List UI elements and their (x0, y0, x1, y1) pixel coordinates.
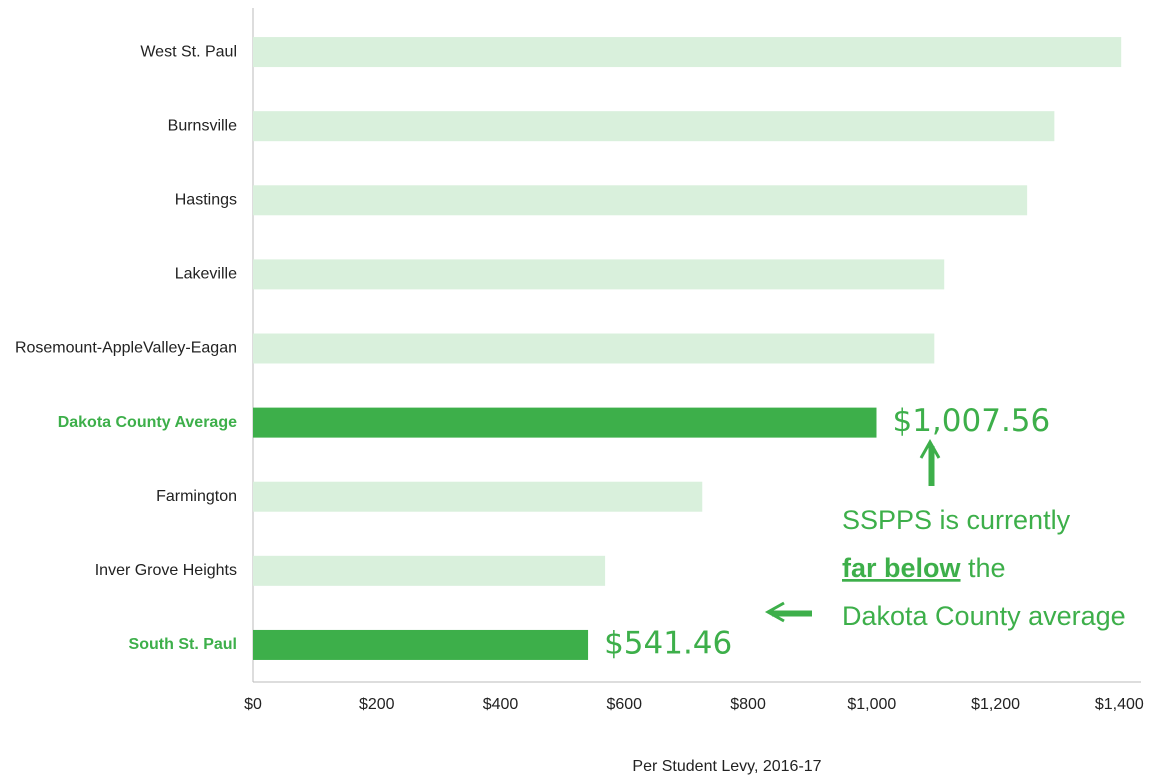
y-tick-label: Rosemount-AppleValley-Eagan (15, 340, 237, 357)
bar (253, 37, 1122, 68)
y-tick-label: Farmington (156, 488, 237, 505)
annotation: SSPPS is currently (842, 505, 1071, 535)
arrow-left (764, 601, 812, 623)
x-tick-label: $800 (730, 696, 766, 713)
annotation-bold: far below (842, 553, 962, 583)
x-tick-label: $0 (244, 696, 262, 713)
x-tick-label: $400 (483, 696, 519, 713)
bar (253, 481, 703, 512)
bar (253, 555, 606, 586)
bar (253, 259, 945, 290)
y-tick-label: Burnsville (168, 117, 237, 134)
bar (253, 407, 877, 438)
bar (253, 111, 1055, 142)
annotation: the (961, 553, 1006, 583)
annotation: Dakota County average (842, 601, 1126, 631)
bar (253, 185, 1028, 216)
x-tick-label: $1,200 (971, 696, 1020, 713)
x-tick-label: $1,400 (1095, 696, 1144, 713)
x-tick-label: $600 (606, 696, 642, 713)
x-tick-label: $200 (359, 696, 395, 713)
y-tick-label: Inver Grove Heights (95, 562, 237, 579)
arrow-up (919, 438, 941, 486)
y-tick-label: Hastings (175, 191, 237, 208)
y-tick-label: South St. Paul (129, 636, 237, 653)
y-tick-label: Dakota County Average (58, 414, 237, 431)
bar (253, 629, 589, 660)
y-tick-label: Lakeville (175, 266, 237, 283)
x-axis-label: Per Student Levy, 2016-17 (632, 758, 821, 775)
annotation: far below the (842, 553, 1006, 583)
y-tick-label: West St. Paul (140, 43, 237, 60)
value-label: $541.46 (604, 625, 732, 661)
x-tick-label: $1,000 (847, 696, 896, 713)
bar (253, 333, 935, 364)
value-label: $1,007.56 (892, 403, 1050, 439)
